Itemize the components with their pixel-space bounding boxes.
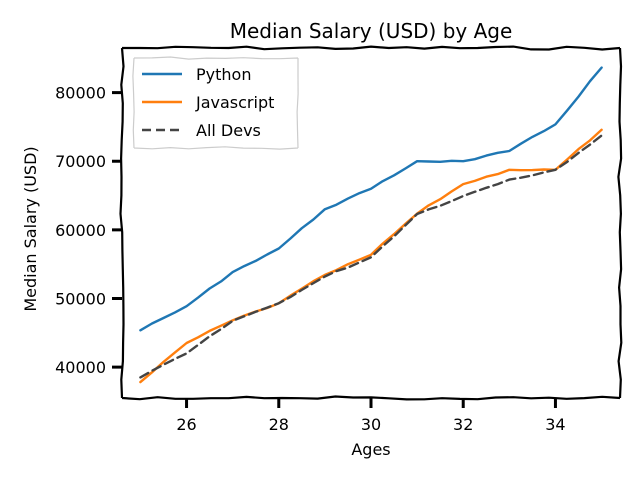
chart-title: Median Salary (USD) by Age bbox=[230, 19, 513, 43]
plot-frame bbox=[119, 45, 623, 401]
y-tick-label: 50000 bbox=[55, 289, 106, 308]
y-tick-label: 60000 bbox=[55, 221, 106, 240]
x-tick-label: 30 bbox=[361, 415, 381, 434]
x-tick-label: 34 bbox=[545, 415, 565, 434]
x-axis-label: Ages bbox=[351, 440, 390, 459]
y-tick-label: 70000 bbox=[55, 152, 106, 171]
series-line-javascript bbox=[139, 128, 603, 384]
legend: Python Javascript All Devs bbox=[132, 56, 299, 150]
series-line-python bbox=[139, 66, 603, 332]
x-tick-label: 32 bbox=[453, 415, 473, 434]
series-line-all-devs bbox=[139, 134, 603, 379]
series-layer bbox=[139, 66, 603, 384]
x-axis: 26 28 30 32 34 bbox=[176, 398, 566, 434]
legend-label: Javascript bbox=[195, 93, 274, 112]
x-tick-label: 28 bbox=[269, 415, 289, 434]
y-axis-label: Median Salary (USD) bbox=[21, 146, 40, 311]
legend-label: All Devs bbox=[196, 121, 261, 140]
legend-box bbox=[132, 56, 299, 150]
y-axis: 40000 50000 60000 70000 80000 bbox=[55, 84, 122, 377]
x-tick-label: 26 bbox=[176, 415, 196, 434]
y-tick-label: 40000 bbox=[55, 358, 106, 377]
y-tick-label: 80000 bbox=[55, 84, 106, 103]
legend-label: Python bbox=[196, 65, 251, 84]
